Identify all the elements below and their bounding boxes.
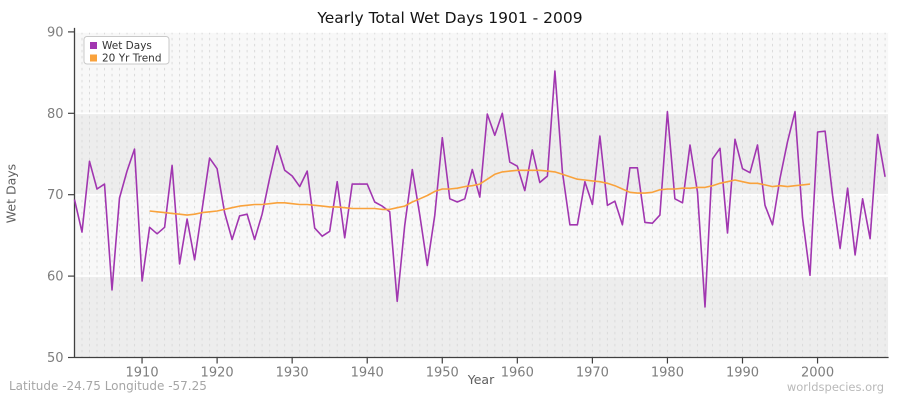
plot-band: [74, 276, 889, 358]
y-tick-label: 70: [47, 188, 64, 203]
x-tick-label: 2000: [801, 366, 834, 381]
x-axis-title: Year: [467, 372, 495, 387]
x-tick-label: 1920: [201, 366, 234, 381]
plot-band: [74, 31, 889, 114]
x-tick-label: 1990: [726, 366, 759, 381]
x-tick-label: 1910: [126, 366, 159, 381]
x-tick-label: 1970: [576, 366, 609, 381]
x-tick-label: 1950: [426, 366, 459, 381]
wet-days-line: [73, 70, 886, 308]
legend-box: [83, 36, 170, 65]
trend-line: [149, 169, 811, 216]
watermark: worldspecies.org: [786, 380, 884, 394]
x-tick-label: 1960: [501, 366, 534, 381]
legend-label: 20 Yr Trend: [102, 53, 162, 65]
legend-swatch: [90, 42, 97, 49]
legend-swatch: [90, 54, 97, 62]
legend-label: Wet Days: [102, 40, 152, 52]
x-tick-label: 1940: [351, 366, 384, 381]
x-tick-label: 1980: [651, 366, 684, 381]
y-tick-label: 50: [47, 351, 64, 366]
x-tick-label: 1930: [276, 366, 309, 381]
y-tick-label: 60: [47, 270, 64, 285]
chart-title: Yearly Total Wet Days 1901 - 2009: [317, 9, 583, 27]
y-tick-label: 80: [47, 107, 64, 122]
y-tick-label: 90: [47, 25, 64, 40]
latitude-longitude-label: Latitude -24.75 Longitude -57.25: [9, 379, 207, 393]
